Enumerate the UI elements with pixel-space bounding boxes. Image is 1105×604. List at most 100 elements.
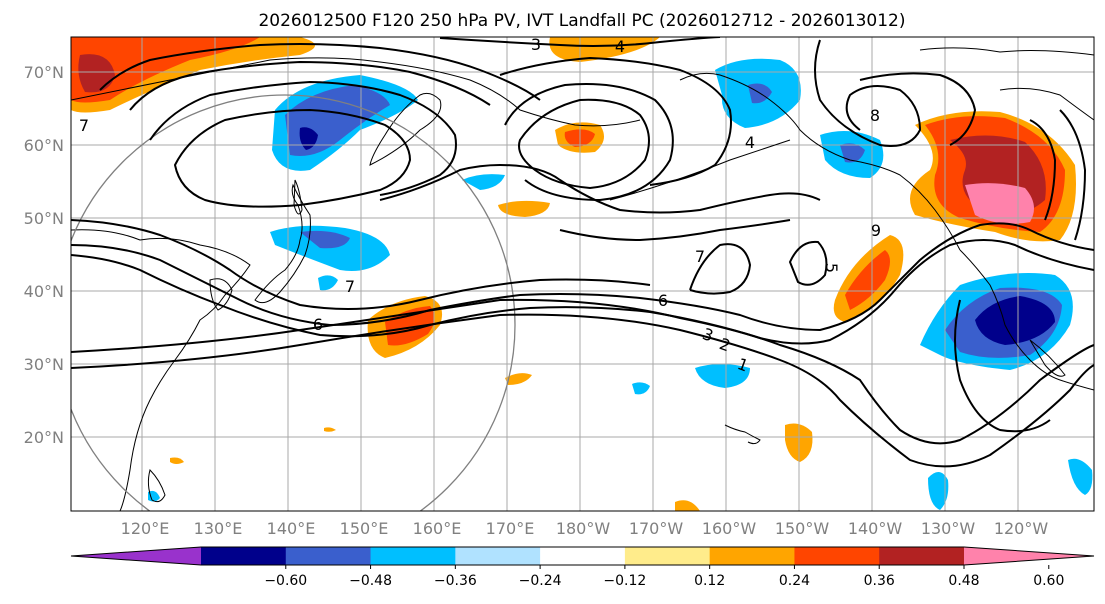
contour-label: 4 — [615, 37, 625, 56]
colorbar-segment — [540, 547, 626, 565]
pv-anomaly-negative — [318, 275, 338, 291]
colorbar: −0.60 −0.48 −0.36 −0.24 −0.12 0.12 0.24 0.36 0.4… — [70, 546, 1095, 589]
contour-line — [559, 219, 791, 242]
contour-line — [518, 98, 650, 190]
pv-anomaly-positive — [324, 427, 336, 432]
contour-line — [499, 56, 732, 186]
colorbar-tick-label: −0.36 — [434, 573, 477, 589]
contour-label: 5 — [822, 263, 841, 273]
lon-label: 170°E — [486, 519, 535, 538]
contour-line — [689, 243, 752, 295]
contour-line — [173, 108, 412, 208]
colorbar-tick-label: 0.60 — [1033, 573, 1064, 589]
contour-line — [149, 80, 457, 196]
lon-label: 130°W — [921, 519, 976, 538]
pv-anomaly-negative — [975, 296, 1055, 345]
pv-anomaly-negative — [840, 143, 865, 163]
lon-label: 130°E — [194, 519, 243, 538]
lat-label: 30°N — [24, 355, 64, 374]
latitude-labels: 70°N 60°N 50°N 40°N 30°N 20°N — [24, 63, 64, 447]
pv-anomaly-positive — [71, 37, 260, 103]
contour-line — [71, 239, 1094, 345]
colorbar-segment — [455, 547, 541, 565]
coastline-alaska — [679, 72, 961, 251]
contour-label: 4 — [745, 133, 755, 152]
contour-line — [71, 222, 1094, 332]
lon-label: 150°E — [340, 519, 389, 538]
contour-line — [99, 43, 541, 101]
pv-anomaly-negative — [300, 230, 350, 249]
gridlines — [71, 37, 1094, 511]
colorbar-segment — [879, 547, 965, 565]
pv-anomaly-negative — [695, 364, 750, 388]
lat-label: 70°N — [24, 63, 64, 82]
contour-label: 9 — [871, 221, 881, 240]
pv-anomaly-positive — [505, 373, 532, 385]
pv-anomaly-negative — [299, 127, 318, 150]
landfall-region-circle — [71, 94, 516, 511]
coastline-japan — [254, 183, 311, 304]
colorbar-segment — [370, 547, 456, 565]
longitude-labels: 120°E 130°E 140°E 150°E 160°E 170°E 180°… — [121, 519, 1049, 538]
contour-line — [859, 72, 977, 146]
coastline-asia — [71, 229, 251, 511]
colorbar-segment — [624, 547, 711, 565]
contour-label: 6 — [658, 291, 668, 310]
contour-line — [71, 219, 651, 310]
coastline-philippines — [147, 469, 166, 503]
contour-line — [1059, 109, 1087, 241]
coastline-siberia — [71, 57, 641, 127]
contour-label: 8 — [870, 106, 880, 125]
colorbar-tick-label: −0.12 — [603, 573, 646, 589]
lon-label: 150°W — [775, 519, 830, 538]
pv-anomaly-negative — [270, 225, 390, 271]
pv-anomaly-positive — [549, 37, 660, 62]
colorbar-tick-label: −0.48 — [349, 573, 392, 589]
coastline-sakhalin — [293, 179, 303, 215]
coastlines — [71, 47, 1094, 511]
contour-line — [814, 39, 922, 147]
pv-anomaly-positive — [845, 250, 890, 310]
colorbar-tick-label: 0.24 — [779, 573, 810, 589]
colorbar-segment — [285, 547, 372, 565]
lon-label: 170°W — [629, 519, 684, 538]
colorbar-outline — [70, 546, 1095, 566]
colorbar-tick-label: 0.36 — [864, 573, 895, 589]
colorbar-tick-label: 0.48 — [948, 573, 979, 589]
colorbar-tick-label: 0.12 — [694, 573, 725, 589]
coastline-north-america — [959, 249, 1094, 391]
coastline-kamchatka — [369, 92, 442, 166]
colorbar-segment — [794, 547, 880, 565]
pv-negative-shading — [148, 58, 1093, 510]
contour-label: 7 — [695, 247, 705, 266]
coastline-hawaii — [724, 424, 761, 445]
ivt-contours — [71, 37, 1094, 468]
pv-anomaly-negative — [928, 471, 949, 510]
colorbar-extend-min — [71, 547, 201, 565]
contour-label: 7 — [345, 277, 355, 296]
contour-label: 3 — [531, 35, 541, 54]
map-frame — [70, 36, 1095, 512]
contour-label: 7 — [79, 116, 89, 135]
pv-anomaly-positive — [965, 183, 1034, 224]
coastline-baja — [1029, 339, 1066, 377]
coastline-hudson — [999, 87, 1094, 121]
lat-label: 40°N — [24, 282, 64, 301]
lat-label: 20°N — [24, 428, 64, 447]
contour-labels: 1 2 3 3 4 4 5 6 6 7 7 7 8 9 — [79, 35, 881, 376]
coastline-korea — [209, 278, 233, 311]
pv-anomaly-positive — [170, 457, 184, 464]
lon-label: 160°W — [702, 519, 757, 538]
pv-anomaly-negative — [1068, 458, 1093, 495]
figure-title: 2026012500 F120 250 hPa PV, IVT Landfall… — [258, 11, 905, 31]
colorbar-segment — [201, 547, 287, 565]
lon-label: 140°E — [267, 519, 316, 538]
lon-label: 140°W — [848, 519, 903, 538]
pv-anomaly-negative — [632, 382, 650, 395]
pv-anomaly-positive — [78, 54, 115, 93]
lon-label: 120°W — [994, 519, 1049, 538]
pv-anomaly-positive — [498, 200, 550, 217]
pv-anomaly-positive — [675, 500, 700, 511]
lat-label: 60°N — [24, 136, 64, 155]
